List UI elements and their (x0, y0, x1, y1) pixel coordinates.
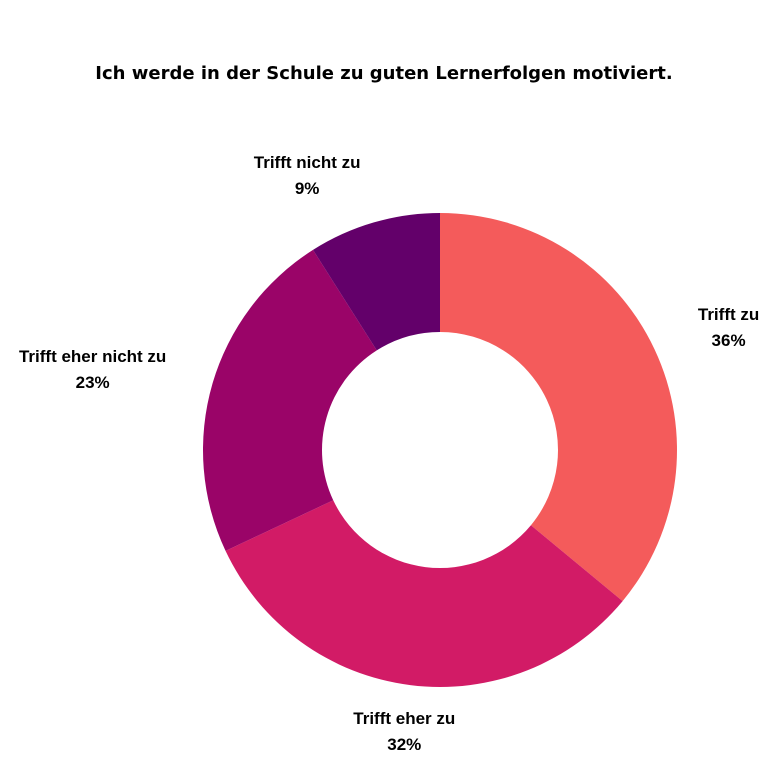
slice-label: Trifft zu (698, 305, 759, 324)
donut-slice (313, 213, 440, 351)
slice-label: Trifft eher nicht zu (19, 347, 166, 366)
value-label: 36% (712, 331, 746, 350)
donut-slice (440, 213, 677, 602)
slice-label: Trifft nicht zu (254, 153, 361, 172)
chart-title: Ich werde in der Schule zu guten Lernerf… (95, 63, 672, 84)
value-label: 23% (76, 373, 110, 392)
donut-slice (225, 500, 623, 687)
value-label: 32% (387, 735, 421, 754)
value-label: 9% (295, 179, 320, 198)
donut-slice (203, 249, 377, 551)
slice-label: Trifft eher zu (353, 709, 455, 728)
